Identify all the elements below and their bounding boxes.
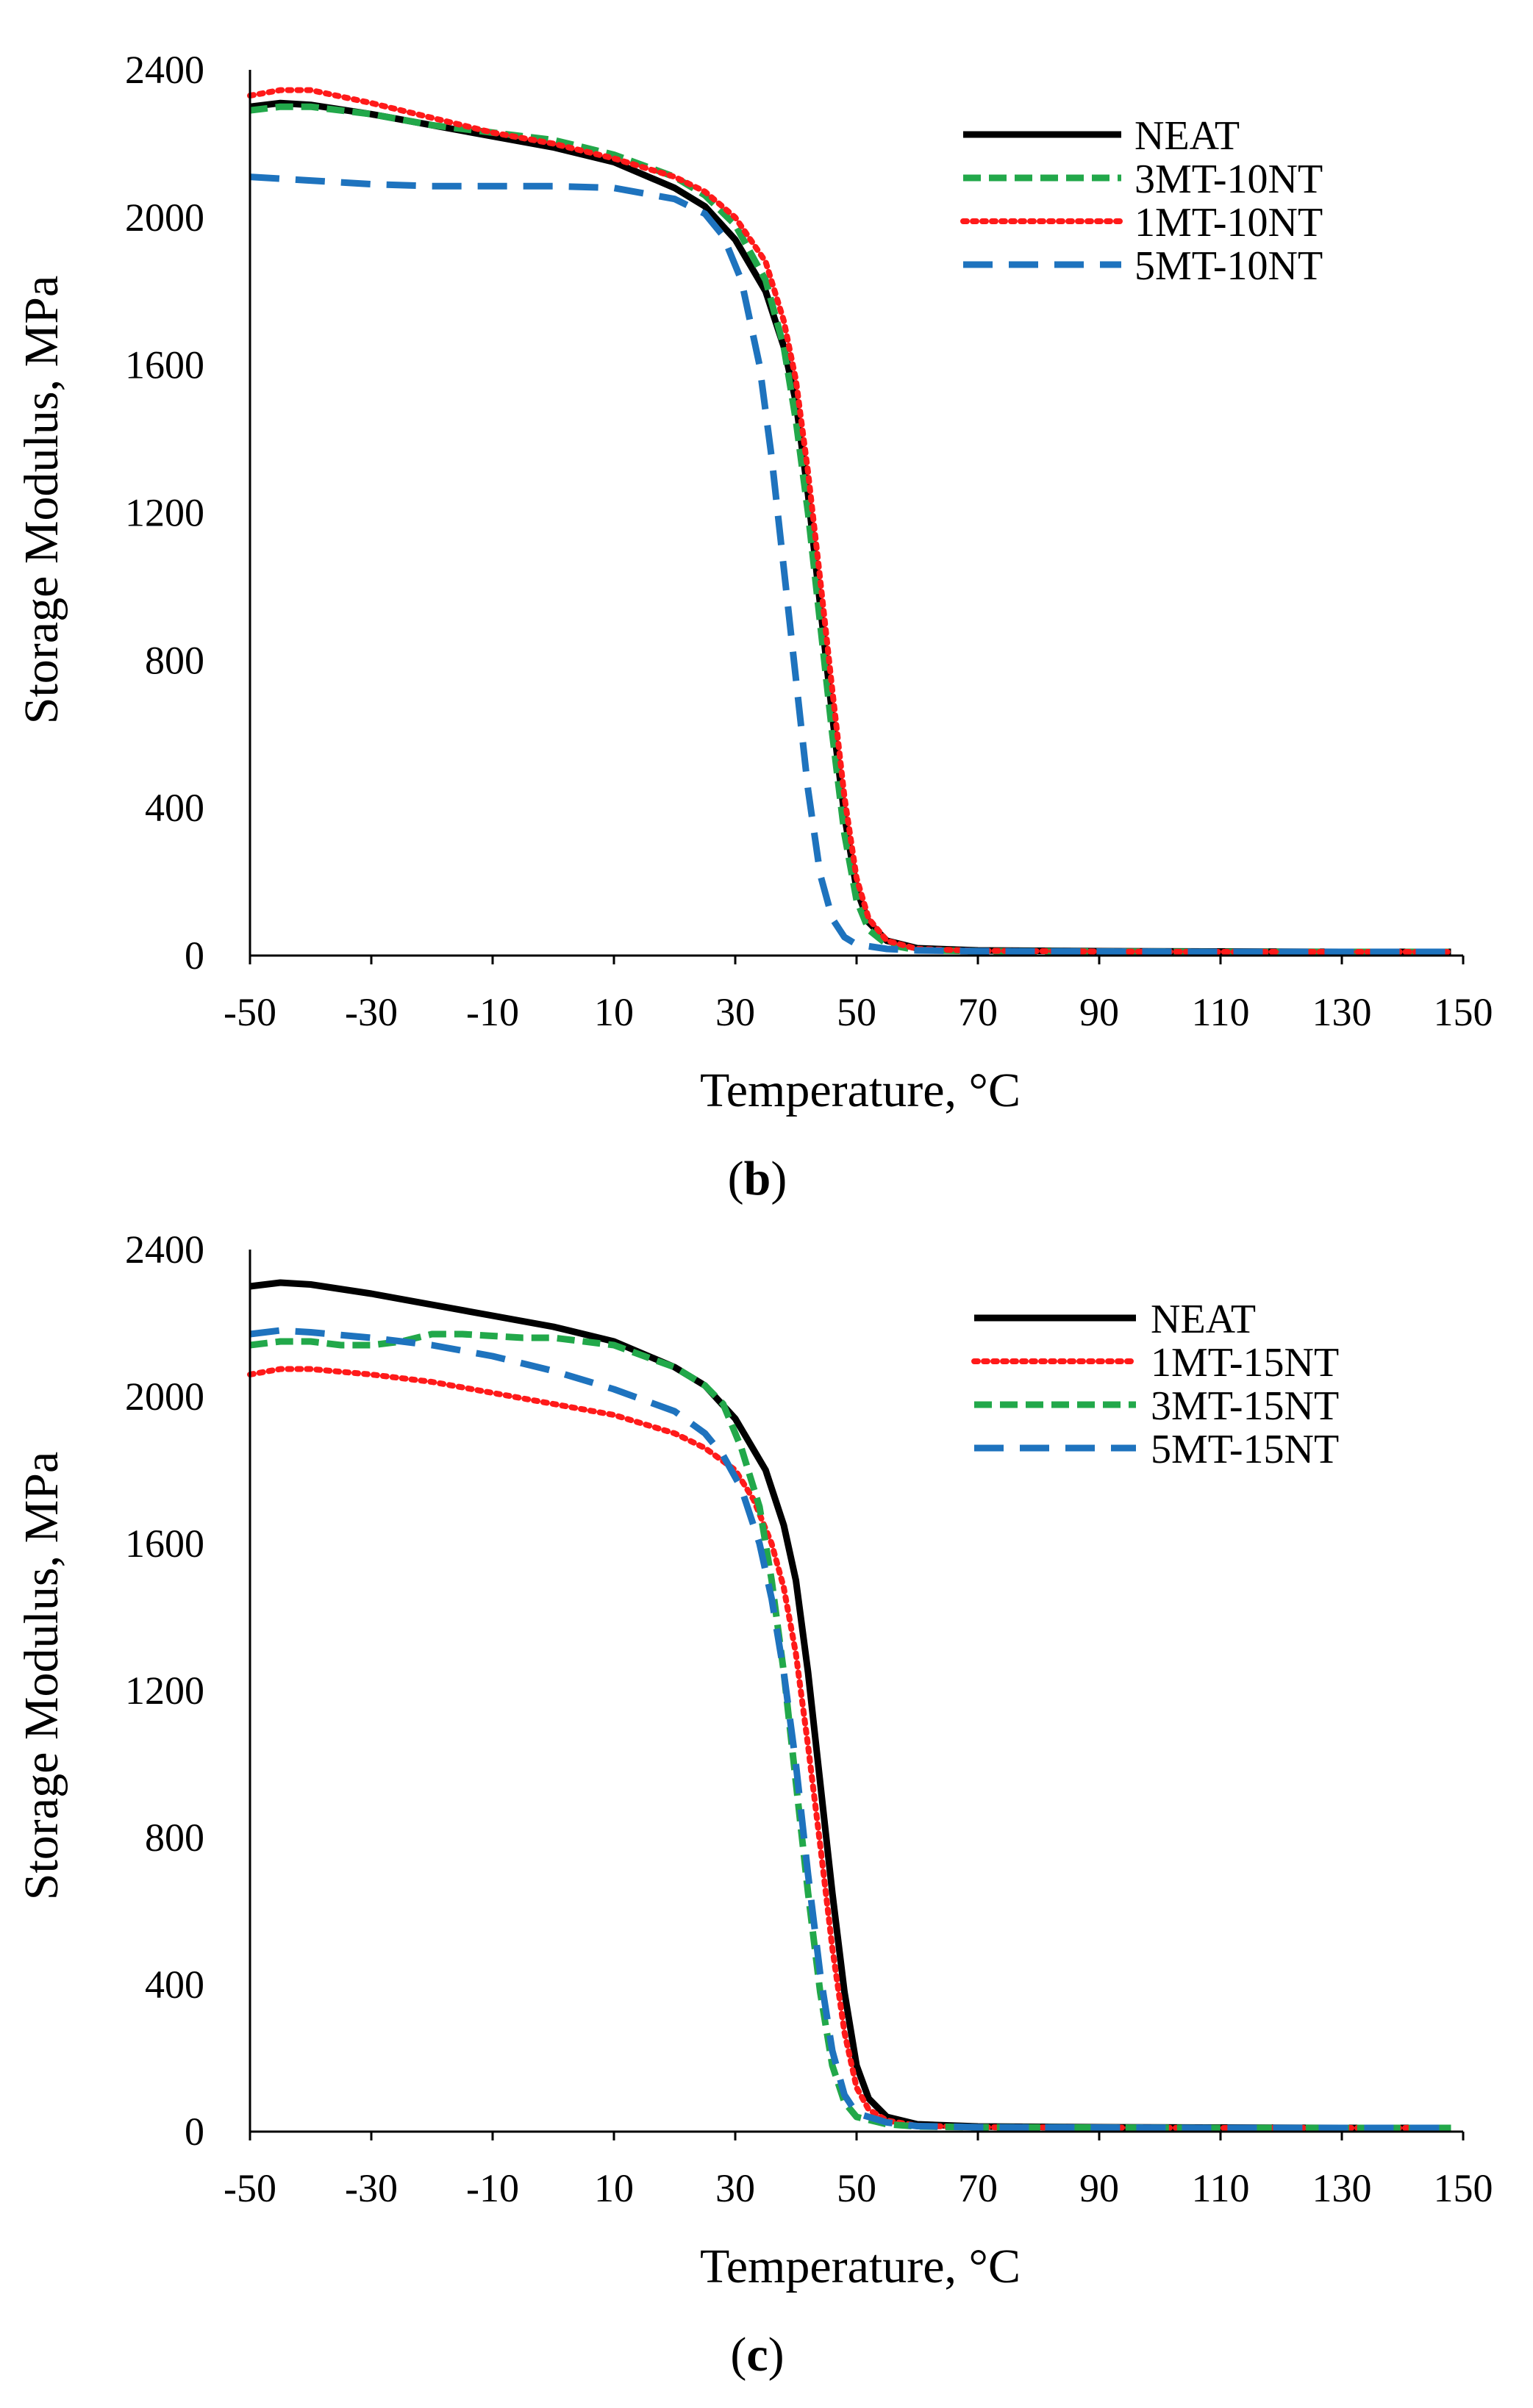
y-axis-ticks: 0 400 800 1200 1600 2000 2400	[125, 48, 204, 978]
caption-letter: b	[744, 1152, 771, 1205]
x-tick-label: 50	[837, 990, 876, 1034]
y-tick-label: 2400	[125, 1228, 204, 1272]
x-tick-label: 150	[1434, 990, 1493, 1034]
y-tick-label: 0	[185, 2110, 204, 2154]
y-tick-label: 1600	[125, 1522, 204, 1566]
x-tick-label: -50	[224, 990, 276, 1034]
legend-label-1mt-10nt: 1MT-10NT	[1134, 200, 1323, 246]
y-tick-label: 2000	[125, 196, 204, 240]
x-axis-ticks: -50 -30 -10 10 30 50 70 90 110 130 150	[224, 956, 1493, 1034]
x-tick-label: -50	[224, 2166, 276, 2210]
y-axis-title: Storage Modulus, MPa	[15, 1452, 68, 1901]
caption-c: (c)	[730, 2328, 784, 2382]
y-tick-label: 0	[185, 934, 204, 978]
x-tick-label: -10	[466, 990, 519, 1034]
legend-label-3mt-10nt: 3MT-10NT	[1134, 157, 1323, 202]
y-axis-ticks: 0 400 800 1200 1600 2000 2400	[125, 1228, 204, 2154]
y-tick-label: 800	[145, 1816, 204, 1860]
x-tick-label: 90	[1079, 990, 1119, 1034]
x-tick-label: 30	[715, 2166, 755, 2210]
caption-open-paren: (	[728, 1152, 744, 1205]
x-tick-label: 70	[958, 990, 998, 1034]
y-tick-label: 800	[145, 638, 204, 682]
x-tick-label: 10	[594, 990, 634, 1034]
x-tick-label: 150	[1434, 2166, 1493, 2210]
x-tick-label: -30	[345, 2166, 398, 2210]
x-tick-label: 110	[1192, 990, 1250, 1034]
chart-panel-c: -50 -30 -10 10 30 50 70 90 110 130 150 0 400 800 1200…	[15, 1228, 1493, 2382]
x-tick-label: 30	[715, 990, 755, 1034]
caption-letter: c	[746, 2328, 768, 2382]
series-lines	[247, 1279, 1454, 2132]
x-tick-label: -30	[345, 990, 398, 1034]
x-tick-label: -10	[466, 2166, 519, 2210]
x-axis-ticks: -50 -30 -10 10 30 50 70 90 110 130 150	[224, 2132, 1493, 2210]
x-tick-label: 10	[594, 2166, 634, 2210]
y-tick-label: 400	[145, 786, 204, 830]
y-axis-title: Storage Modulus, MPa	[15, 276, 68, 725]
x-tick-label: 70	[958, 2166, 998, 2210]
series-line-1mt-10nt	[247, 87, 1454, 955]
y-tick-label: 1600	[125, 343, 204, 387]
series-line-5mt-15nt	[249, 1327, 1451, 2132]
series-lines	[247, 87, 1454, 956]
x-tick-label: 50	[837, 2166, 876, 2210]
caption-close-paren: )	[768, 2328, 785, 2382]
legend-label-neat: NEAT	[1151, 1297, 1256, 1342]
legend-label-3mt-15nt: 3MT-15NT	[1151, 1383, 1339, 1429]
x-axis-title: Temperature, °C	[700, 2240, 1021, 2293]
caption-b: (b)	[728, 1152, 787, 1205]
y-tick-label: 1200	[125, 491, 204, 535]
y-tick-label: 2400	[125, 48, 204, 92]
legend-label-1mt-15nt: 1MT-15NT	[1151, 1340, 1339, 1386]
chart-panel-b: -50 -30 -10 10 30 50 70 90 110 130 150 0 400 800 1200…	[15, 48, 1493, 1205]
legend-label-neat: NEAT	[1134, 113, 1240, 159]
legend-label-5mt-10nt: 5MT-10NT	[1134, 243, 1323, 289]
x-tick-label: 130	[1312, 990, 1372, 1034]
y-tick-label: 400	[145, 1963, 204, 2007]
x-tick-label: 130	[1312, 2166, 1372, 2210]
x-tick-label: 110	[1192, 2166, 1250, 2210]
caption-open-paren: (	[730, 2328, 746, 2382]
x-axis-title: Temperature, °C	[700, 1064, 1021, 1117]
x-tick-label: 90	[1079, 2166, 1119, 2210]
legend-label-5mt-15nt: 5MT-15NT	[1151, 1427, 1339, 1472]
y-tick-label: 2000	[125, 1375, 204, 1419]
caption-close-paren: )	[771, 1152, 787, 1205]
y-tick-label: 1200	[125, 1669, 204, 1713]
